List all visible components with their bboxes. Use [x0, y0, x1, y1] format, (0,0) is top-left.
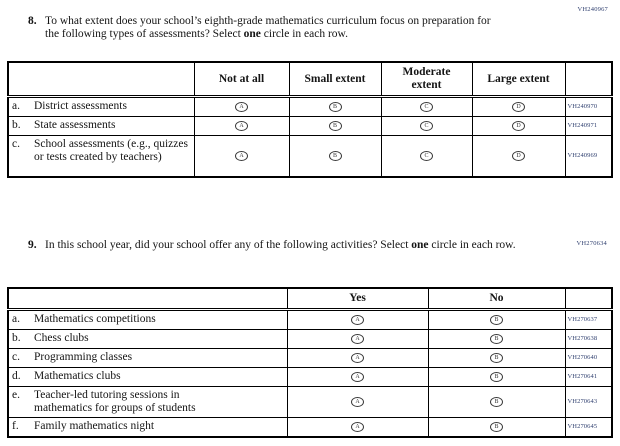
response-bubble[interactable]: B — [490, 421, 503, 432]
row-label: School assessments (e.g., quizzes or tes… — [34, 137, 188, 163]
response-bubble[interactable]: B — [490, 314, 503, 325]
row-code: VH270640 — [564, 347, 613, 368]
response-bubble[interactable]: A — [351, 371, 364, 382]
response-bubble[interactable]: A — [235, 120, 248, 131]
row-code: VH240971 — [564, 115, 613, 136]
row-code: VH270637 — [564, 308, 613, 330]
response-bubble[interactable]: D — [512, 120, 525, 131]
q8-table: Not at all Small extent Moderate extent … — [7, 61, 613, 178]
row-prefix: b. — [12, 118, 21, 131]
row-label: Mathematics clubs — [34, 369, 121, 382]
row-label: Teacher-led tutoring sessions in mathema… — [34, 388, 196, 414]
row-prefix: b. — [12, 331, 21, 344]
response-bubble[interactable]: A — [351, 396, 364, 407]
table-row: e. Teacher-led tutoring sessions in mathe… — [7, 385, 613, 418]
column-header: Large extent — [471, 61, 566, 98]
row-code: VH270645 — [564, 416, 613, 437]
table-row: d. Mathematics clubs A B VH270641 — [7, 366, 613, 387]
header-row: Yes No — [7, 287, 613, 311]
column-header: No — [427, 287, 566, 311]
column-header: Small extent — [288, 61, 382, 98]
response-bubble[interactable]: A — [351, 352, 364, 363]
table-row: c. School assessments (e.g., quizzes or t… — [7, 134, 613, 178]
question-text: In this school year, did your school off… — [45, 239, 516, 251]
response-bubble[interactable]: A — [351, 314, 364, 325]
table-row: f. Family mathematics night A B VH270645 — [7, 416, 613, 437]
response-bubble[interactable]: B — [328, 151, 342, 162]
row-label: District assessments — [34, 99, 127, 112]
column-header: Yes — [286, 287, 429, 311]
row-label: State assessments — [34, 118, 116, 131]
table-row: b. Chess clubs A B VH270638 — [7, 328, 613, 349]
response-bubble[interactable]: A — [235, 101, 248, 112]
question-number: 8. — [28, 15, 37, 27]
q9-table: Yes No a. Mathematics competitions A B VH… — [7, 287, 613, 438]
label-column-header — [7, 287, 288, 311]
response-bubble[interactable]: B — [490, 396, 503, 407]
code-column-header — [564, 287, 613, 311]
response-bubble[interactable]: D — [512, 101, 525, 112]
response-bubble[interactable]: C — [420, 151, 433, 162]
row-prefix: a. — [12, 312, 20, 325]
row-prefix: c. — [12, 350, 20, 363]
row-code: VH240970 — [564, 95, 613, 117]
column-header: Moderate extent — [380, 61, 473, 98]
table-row: a. Mathematics competitions A B VH270637 — [7, 308, 613, 330]
response-bubble[interactable]: A — [351, 333, 364, 344]
row-label: Programming classes — [34, 350, 133, 363]
row-code: VH240969 — [564, 134, 613, 178]
code-column-header — [564, 61, 613, 98]
question-text: To what extent does your school’s eighth… — [45, 15, 491, 40]
header-row: Not at all Small extent Moderate extent … — [7, 61, 613, 98]
column-header: Not at all — [193, 61, 290, 98]
question-number: 9. — [28, 239, 37, 251]
response-bubble[interactable]: C — [420, 101, 433, 112]
row-prefix: d. — [12, 369, 21, 382]
row-prefix: f. — [12, 419, 19, 432]
question-9: 9. In this school year, did your school … — [28, 239, 555, 252]
response-bubble[interactable]: C — [420, 120, 433, 131]
response-bubble[interactable]: A — [351, 421, 364, 432]
response-bubble[interactable]: B — [328, 120, 342, 131]
row-code: VH270643 — [564, 385, 613, 418]
response-bubble[interactable]: B — [490, 371, 503, 382]
question-code: VH240967 — [577, 6, 608, 13]
question-8: 8. To what extent does your school’s eig… — [28, 15, 506, 40]
table-row: b. State assessments A B C D VH240971 — [7, 115, 613, 136]
table-row: c. Programming classes A B VH270640 — [7, 347, 613, 368]
row-label: Mathematics competitions — [34, 312, 156, 325]
question-code: VH270634 — [576, 240, 607, 247]
row-prefix: a. — [12, 99, 20, 112]
row-code: VH270641 — [564, 366, 613, 387]
row-prefix: e. — [12, 388, 20, 401]
response-bubble[interactable]: A — [235, 151, 248, 162]
response-bubble[interactable]: B — [490, 352, 503, 363]
row-code: VH270638 — [564, 328, 613, 349]
row-label: Chess clubs — [34, 331, 89, 344]
response-bubble[interactable]: B — [490, 333, 503, 344]
table-row: a. District assessments A B C D VH240970 — [7, 95, 613, 117]
response-bubble[interactable]: D — [512, 151, 525, 162]
response-bubble[interactable]: B — [328, 101, 342, 112]
row-prefix: c. — [12, 137, 20, 150]
label-column-header — [7, 61, 195, 98]
row-label: Family mathematics night — [34, 419, 155, 432]
